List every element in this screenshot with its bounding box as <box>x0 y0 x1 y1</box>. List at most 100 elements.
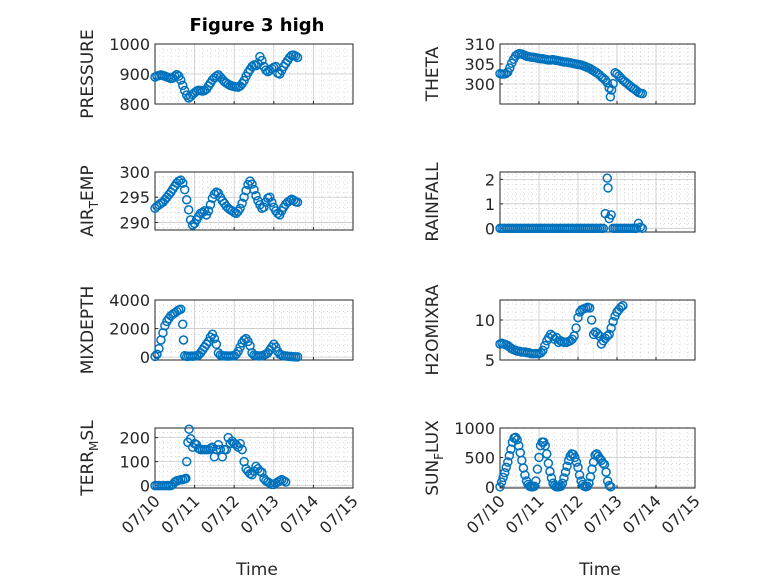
subplot-terr_msl: 0 100 200 TERRMSL 07/1007/1107/1207/1307/140… <box>78 420 362 538</box>
data-point <box>267 197 277 208</box>
data-point <box>588 329 599 340</box>
y-tick-label: 310 <box>464 35 495 54</box>
y-tick-label: 0 <box>485 219 495 238</box>
y-tick-label: 290 <box>119 213 150 232</box>
data-point <box>175 75 186 85</box>
x-tick-label: 07/15 <box>658 491 704 537</box>
data-point <box>265 192 275 202</box>
data-point <box>231 440 241 450</box>
data-point <box>571 457 582 467</box>
data-point <box>181 456 192 467</box>
x-tick-label: 07/15 <box>316 491 362 537</box>
y-tick-label: 10 <box>475 311 495 330</box>
x-tick-label: 07/10 <box>463 491 509 537</box>
data-point <box>584 303 595 313</box>
subplot-mixdepth: 0 2000 4000 MIXDEPTH <box>78 286 354 374</box>
data-point <box>239 192 249 202</box>
data-point <box>606 85 617 95</box>
data-point <box>292 52 303 63</box>
data-point <box>179 184 190 195</box>
y-axis-label: RAINFALL <box>423 162 443 242</box>
data-point <box>606 482 616 492</box>
data-point <box>501 462 511 473</box>
data-point <box>570 452 580 463</box>
y-tick-label: 1000 <box>454 419 495 438</box>
data-point <box>536 348 546 358</box>
y-axis-label: PRESSURE <box>78 29 98 118</box>
data-point <box>280 477 291 487</box>
x-tick-label: 07/13 <box>237 491 283 537</box>
figure-title: Figure 3 high <box>190 15 325 36</box>
y-tick-label: 0 <box>140 348 150 367</box>
data-point <box>495 482 505 492</box>
data-point <box>574 470 585 480</box>
plot-area <box>499 171 696 233</box>
subplot-rainfall: 0 1 2 RAINFALL <box>423 162 696 242</box>
data-point <box>635 222 646 232</box>
data-point <box>604 329 614 340</box>
y-tick-label: 5 <box>485 351 495 370</box>
data-point <box>618 300 628 311</box>
data-point <box>203 206 214 216</box>
data-point <box>237 444 247 455</box>
y-tick-label: 300 <box>464 75 495 94</box>
data-point <box>154 343 164 354</box>
data-point <box>257 467 267 478</box>
data-point <box>631 223 642 234</box>
data-point <box>559 473 569 483</box>
data-point <box>183 205 194 215</box>
y-tick-label: 1000 <box>109 35 150 54</box>
axes-box <box>499 427 696 489</box>
data-point <box>534 452 544 463</box>
x-tick-label: 07/12 <box>541 491 587 537</box>
data-point <box>602 331 612 341</box>
y-tick-label: 800 <box>119 95 150 114</box>
data-point <box>178 335 189 345</box>
data-point <box>249 184 259 195</box>
data-point <box>584 478 594 489</box>
data-point <box>520 470 530 480</box>
data-point <box>257 55 267 66</box>
data-point <box>211 339 222 350</box>
data-point <box>560 467 571 477</box>
data-point <box>601 467 611 477</box>
data-point <box>540 340 550 351</box>
data-point <box>512 435 522 445</box>
y-tick-label: 900 <box>119 65 150 84</box>
data-point <box>247 179 257 189</box>
data-point <box>499 467 510 478</box>
axes-box <box>499 299 696 361</box>
data-point <box>603 183 613 193</box>
x-tick-label: 07/11 <box>157 491 203 537</box>
y-tick-label: 200 <box>119 429 150 448</box>
data-point <box>235 203 245 214</box>
data-point <box>531 476 541 486</box>
x-tick-label: 07/11 <box>502 491 548 537</box>
x-tick-label: 07/12 <box>197 491 243 537</box>
data-point <box>235 438 245 449</box>
data-point <box>205 200 216 210</box>
subplot-sun_flux: 0 500 1000 SUNFLUX 07/1007/1107/1207/1307/14… <box>423 419 704 537</box>
data-point <box>177 178 188 188</box>
data-point <box>586 315 597 325</box>
data-point <box>637 88 648 99</box>
data-point <box>542 449 552 459</box>
data-point <box>503 457 513 467</box>
axes-box <box>154 427 354 489</box>
data-point <box>602 78 612 88</box>
data-point <box>504 450 515 461</box>
data-point <box>602 173 612 183</box>
x-axis-label-left: Time <box>235 560 278 580</box>
subplot-h2omixra: 5 10 H2OMIXRA <box>423 284 696 376</box>
data-point <box>225 438 235 449</box>
y-axis-label: AIRTEMP <box>78 165 101 236</box>
y-tick-label: 1 <box>485 195 495 214</box>
y-tick-label: 0 <box>140 477 150 496</box>
data-point <box>616 302 626 312</box>
data-point <box>546 473 557 483</box>
data-point <box>292 197 303 208</box>
data-point <box>532 464 543 474</box>
